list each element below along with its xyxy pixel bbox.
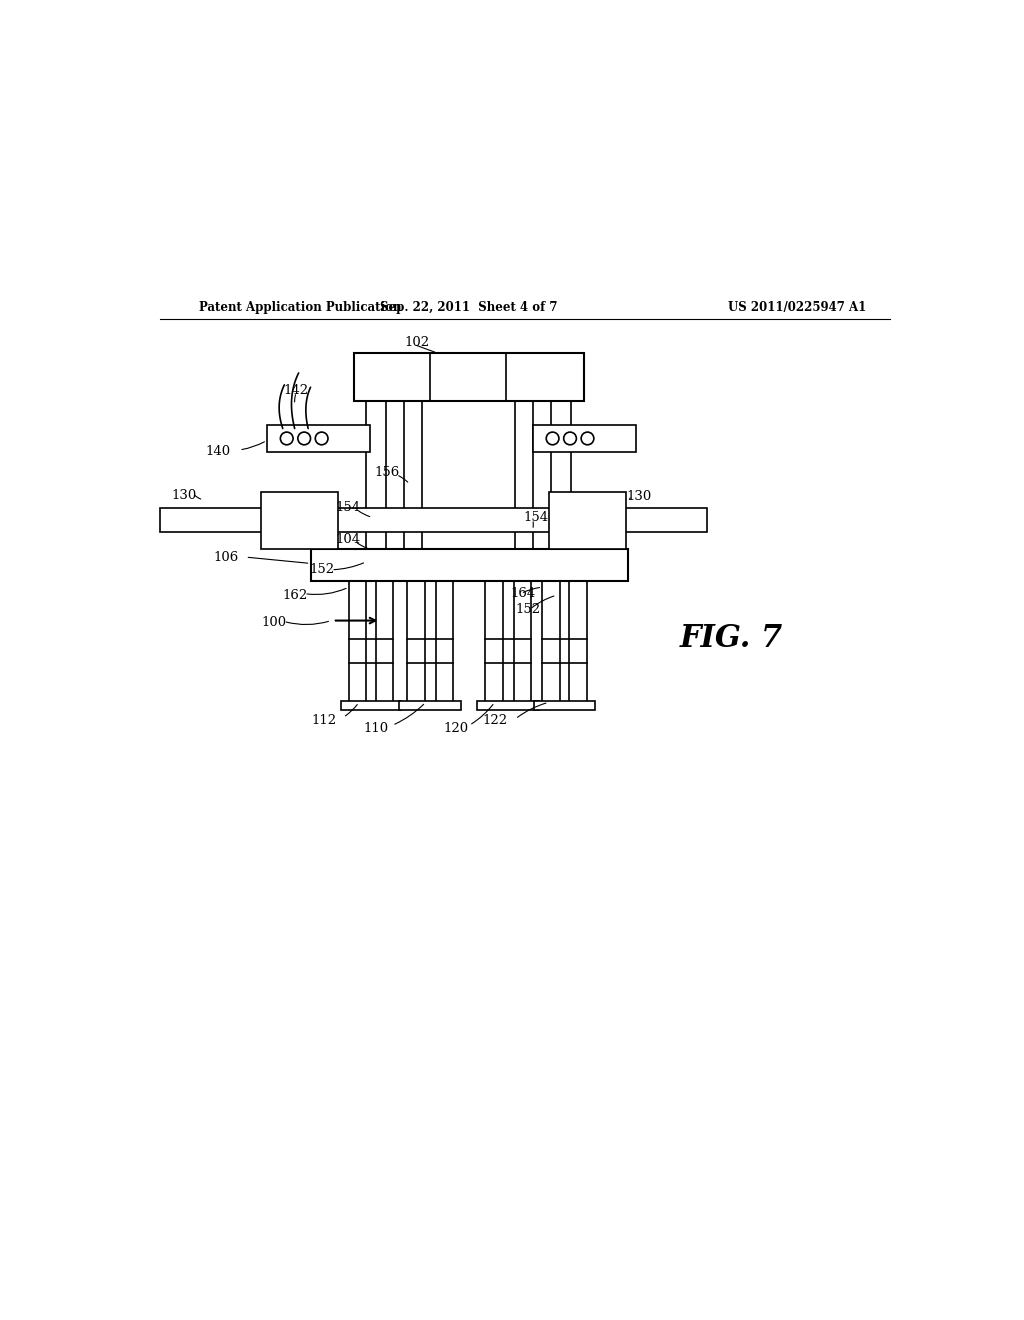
Bar <box>267 425 370 453</box>
Bar <box>477 701 539 710</box>
Text: 140: 140 <box>206 445 230 458</box>
Text: 106: 106 <box>214 550 239 564</box>
Bar <box>261 492 338 549</box>
Text: 154: 154 <box>336 502 361 515</box>
Text: 152: 152 <box>309 564 334 577</box>
Bar <box>404 401 422 568</box>
Text: FIG. 7: FIG. 7 <box>680 623 782 655</box>
Bar <box>569 581 587 702</box>
Bar <box>399 701 461 710</box>
Text: 130: 130 <box>627 490 651 503</box>
Text: 110: 110 <box>364 722 389 735</box>
Text: 122: 122 <box>482 714 507 727</box>
Bar <box>354 354 585 401</box>
Bar <box>348 581 367 702</box>
Text: 152: 152 <box>515 603 541 616</box>
Bar <box>535 701 595 710</box>
Text: 112: 112 <box>311 714 337 727</box>
Bar <box>532 425 636 453</box>
Text: 104: 104 <box>336 533 361 546</box>
Bar <box>160 508 708 532</box>
Text: 120: 120 <box>443 722 468 735</box>
Bar <box>543 581 560 702</box>
Bar <box>408 581 425 702</box>
Bar <box>341 701 401 710</box>
Text: Sep. 22, 2011  Sheet 4 of 7: Sep. 22, 2011 Sheet 4 of 7 <box>381 301 558 314</box>
Bar <box>367 401 386 568</box>
Text: 154: 154 <box>523 511 548 524</box>
Bar <box>514 581 531 702</box>
Text: 142: 142 <box>284 384 308 397</box>
Bar <box>515 401 532 568</box>
Text: 164: 164 <box>511 587 536 601</box>
Bar <box>376 581 393 702</box>
Bar <box>551 401 570 568</box>
Text: 162: 162 <box>283 589 308 602</box>
Bar <box>549 492 627 549</box>
Bar <box>310 549 628 581</box>
Bar <box>436 581 454 702</box>
Bar <box>485 581 503 702</box>
Text: 102: 102 <box>404 337 429 350</box>
Text: Patent Application Publication: Patent Application Publication <box>200 301 402 314</box>
Text: US 2011/0225947 A1: US 2011/0225947 A1 <box>728 301 866 314</box>
Text: 130: 130 <box>172 488 197 502</box>
Text: 100: 100 <box>261 615 287 628</box>
Text: 156: 156 <box>374 466 399 479</box>
